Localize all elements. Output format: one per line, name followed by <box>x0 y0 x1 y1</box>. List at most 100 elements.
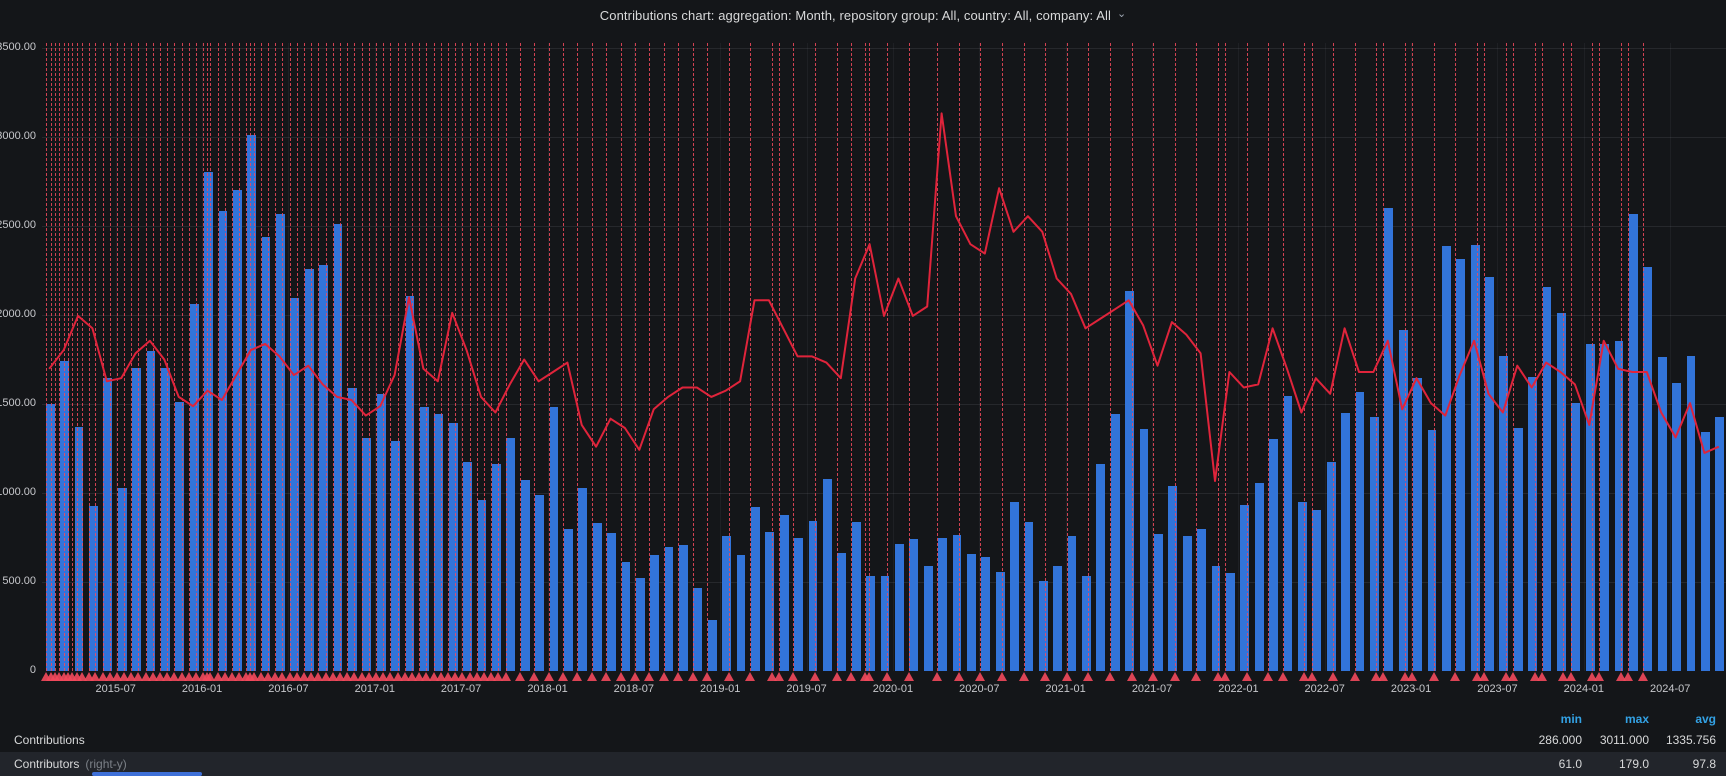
annotation-line[interactable] <box>778 43 780 671</box>
contributions-bar[interactable] <box>319 265 329 671</box>
annotation-line[interactable] <box>440 43 442 671</box>
annotation-line[interactable] <box>728 43 730 671</box>
annotation-line[interactable] <box>1354 43 1356 671</box>
annotation-marker-icon[interactable] <box>1126 672 1137 681</box>
annotation-marker-icon[interactable] <box>863 672 874 681</box>
annotation-line[interactable] <box>1376 43 1378 671</box>
annotation-line[interactable] <box>174 43 176 671</box>
annotation-marker-icon[interactable] <box>140 672 151 681</box>
annotation-marker-icon[interactable] <box>953 672 964 681</box>
contributions-bar[interactable] <box>160 368 170 671</box>
annotation-marker-icon[interactable] <box>932 672 943 681</box>
annotation-line[interactable] <box>419 43 421 671</box>
annotation-marker-icon[interactable] <box>104 672 115 681</box>
annotation-line[interactable] <box>206 43 208 671</box>
contributions-bar[interactable] <box>1125 291 1135 671</box>
contributions-bar[interactable] <box>290 298 300 671</box>
contributions-bar[interactable] <box>751 507 760 671</box>
contributions-bar[interactable] <box>88 505 98 671</box>
annotation-marker-icon[interactable] <box>342 672 353 681</box>
annotation-line[interactable] <box>1570 43 1572 671</box>
annotation-marker-icon[interactable] <box>809 672 820 681</box>
annotation-line[interactable] <box>1383 43 1385 671</box>
annotation-line[interactable] <box>433 43 435 671</box>
annotation-marker-icon[interactable] <box>1148 672 1159 681</box>
contributions-bar[interactable] <box>1211 566 1221 671</box>
annotation-marker-icon[interactable] <box>76 672 87 681</box>
annotation-line[interactable] <box>886 43 888 671</box>
annotation-line[interactable] <box>67 43 69 671</box>
annotation-line[interactable] <box>296 43 298 671</box>
contributions-bar[interactable] <box>491 463 501 671</box>
annotation-marker-icon[interactable] <box>421 672 432 681</box>
annotation-line[interactable] <box>210 43 212 671</box>
annotation-marker-icon[interactable] <box>212 672 223 681</box>
contributions-bar[interactable] <box>1614 340 1624 671</box>
annotation-marker-icon[interactable] <box>248 672 259 681</box>
contributions-bar[interactable] <box>1240 504 1250 671</box>
annotation-line[interactable] <box>750 43 752 671</box>
annotation-line[interactable] <box>131 43 133 671</box>
annotation-marker-icon[interactable] <box>255 672 266 681</box>
annotation-marker-icon[interactable] <box>291 672 302 681</box>
annotation-marker-icon[interactable] <box>392 672 403 681</box>
annotation-line[interactable] <box>59 43 61 671</box>
annotation-line[interactable] <box>793 43 795 671</box>
annotation-marker-icon[interactable] <box>1637 672 1648 681</box>
contributions-bar[interactable] <box>218 210 228 671</box>
annotation-marker-icon[interactable] <box>1428 672 1439 681</box>
contributions-bar[interactable] <box>880 575 890 671</box>
contributions-bar[interactable] <box>1643 266 1653 671</box>
contributions-bar[interactable] <box>1110 413 1120 671</box>
annotation-marker-icon[interactable] <box>630 672 640 681</box>
annotation-marker-icon[interactable] <box>349 672 360 681</box>
annotation-marker-icon[interactable] <box>788 672 799 681</box>
annotation-line[interactable] <box>483 43 485 671</box>
annotation-marker-icon[interactable] <box>1371 672 1382 681</box>
contributions-bar[interactable] <box>463 461 472 671</box>
annotation-marker-icon[interactable] <box>1105 672 1115 681</box>
contributions-bar[interactable] <box>1499 355 1509 671</box>
contributions-bar[interactable] <box>261 236 271 671</box>
annotation-line[interactable] <box>224 43 226 671</box>
annotation-line[interactable] <box>50 43 52 671</box>
annotation-line[interactable] <box>1541 43 1543 671</box>
annotation-marker-icon[interactable] <box>1277 672 1288 681</box>
legend-col-min[interactable]: min <box>1560 712 1582 726</box>
annotation-marker-icon[interactable] <box>334 672 345 681</box>
annotation-line[interactable] <box>850 43 852 671</box>
annotation-marker-icon[interactable] <box>586 672 597 681</box>
annotation-marker-icon[interactable] <box>572 672 583 681</box>
contributions-bar[interactable] <box>146 350 156 671</box>
legend-series-label[interactable]: Contributors <box>14 757 80 771</box>
contributions-bar[interactable] <box>1082 575 1091 671</box>
contributions-bar[interactable] <box>808 520 818 671</box>
contributions-bar[interactable] <box>722 535 732 671</box>
contributions-bar[interactable] <box>851 521 861 671</box>
annotation-line[interactable] <box>239 43 241 671</box>
annotation-line[interactable] <box>282 43 284 671</box>
annotation-marker-icon[interactable] <box>370 672 381 681</box>
annotation-line[interactable] <box>678 43 680 671</box>
annotation-line[interactable] <box>268 43 269 671</box>
annotation-marker-icon[interactable] <box>1565 672 1576 681</box>
annotation-marker-icon[interactable] <box>457 672 468 681</box>
annotation-marker-icon[interactable] <box>1558 672 1569 681</box>
contributions-bar[interactable] <box>276 214 285 671</box>
annotation-marker-icon[interactable] <box>1472 672 1482 681</box>
annotation-marker-icon[interactable] <box>1191 672 1202 681</box>
annotation-line[interactable] <box>1246 43 1248 671</box>
annotation-marker-icon[interactable] <box>1500 672 1511 681</box>
annotation-line[interactable] <box>1405 43 1406 671</box>
contributions-bar[interactable] <box>1226 573 1235 671</box>
annotation-marker-icon[interactable] <box>1299 672 1310 681</box>
annotation-marker-icon[interactable] <box>1349 672 1360 681</box>
annotation-marker-icon[interactable] <box>543 672 554 681</box>
annotation-marker-icon[interactable] <box>1306 672 1317 681</box>
annotation-line[interactable] <box>361 43 363 671</box>
contributions-bar[interactable] <box>563 528 573 671</box>
annotation-marker-icon[interactable] <box>378 672 389 681</box>
annotation-marker-icon[interactable] <box>428 672 439 681</box>
annotation-line[interactable] <box>304 43 305 671</box>
annotation-marker-icon[interactable] <box>1536 672 1547 681</box>
